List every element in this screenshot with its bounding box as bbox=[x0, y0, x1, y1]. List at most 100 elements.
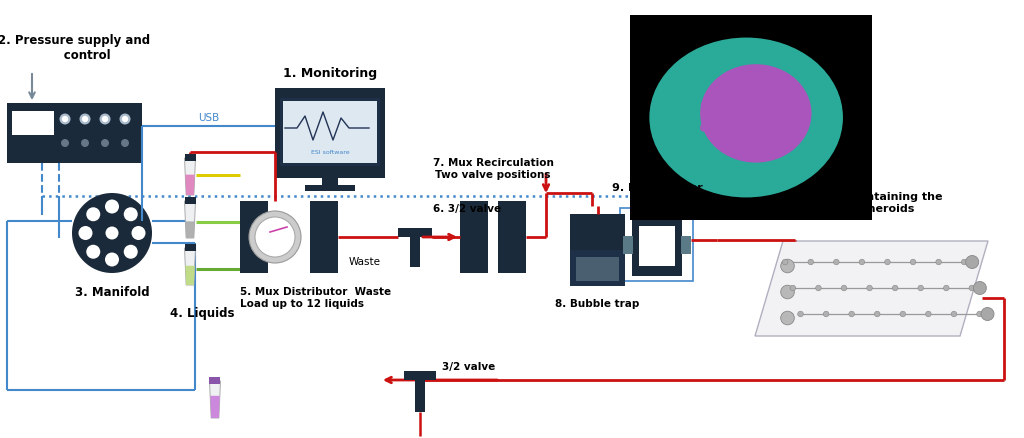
Circle shape bbox=[79, 226, 92, 240]
Polygon shape bbox=[184, 201, 196, 238]
Circle shape bbox=[756, 144, 761, 149]
Circle shape bbox=[121, 139, 129, 147]
Circle shape bbox=[758, 98, 768, 108]
Circle shape bbox=[769, 93, 772, 97]
Circle shape bbox=[720, 116, 725, 121]
Circle shape bbox=[936, 259, 941, 265]
Circle shape bbox=[745, 126, 755, 135]
Circle shape bbox=[744, 122, 750, 127]
Circle shape bbox=[758, 120, 762, 124]
Circle shape bbox=[710, 125, 716, 131]
Circle shape bbox=[798, 311, 803, 317]
Bar bbox=[460, 201, 488, 273]
Polygon shape bbox=[185, 175, 195, 195]
Bar bbox=[623, 236, 633, 254]
Circle shape bbox=[780, 109, 783, 113]
Circle shape bbox=[730, 87, 740, 97]
Circle shape bbox=[72, 193, 152, 273]
Circle shape bbox=[712, 135, 716, 138]
Circle shape bbox=[728, 133, 738, 143]
Circle shape bbox=[766, 114, 775, 123]
Circle shape bbox=[743, 82, 749, 86]
Circle shape bbox=[763, 145, 767, 149]
Circle shape bbox=[701, 101, 709, 109]
Bar bbox=[310, 201, 338, 273]
Circle shape bbox=[759, 122, 764, 128]
Circle shape bbox=[740, 102, 744, 106]
Bar bbox=[632, 216, 682, 276]
Circle shape bbox=[749, 119, 754, 124]
Circle shape bbox=[734, 124, 739, 128]
Circle shape bbox=[753, 115, 759, 121]
Circle shape bbox=[105, 252, 119, 266]
Circle shape bbox=[766, 113, 770, 117]
Circle shape bbox=[754, 136, 759, 141]
Circle shape bbox=[743, 126, 746, 129]
Bar bbox=[283, 101, 377, 163]
Circle shape bbox=[715, 99, 725, 110]
Circle shape bbox=[900, 311, 905, 317]
Circle shape bbox=[746, 79, 756, 88]
Circle shape bbox=[761, 135, 768, 141]
Circle shape bbox=[752, 136, 759, 143]
Circle shape bbox=[725, 148, 729, 152]
Circle shape bbox=[80, 113, 90, 124]
Circle shape bbox=[748, 143, 754, 150]
Circle shape bbox=[775, 96, 778, 99]
Circle shape bbox=[780, 311, 795, 325]
Text: 2. Pressure supply and
      control: 2. Pressure supply and control bbox=[0, 34, 151, 62]
Circle shape bbox=[766, 128, 770, 133]
Circle shape bbox=[120, 113, 130, 124]
Circle shape bbox=[718, 112, 728, 122]
Circle shape bbox=[841, 285, 847, 291]
Text: 5. Mux Distributor  Waste
Load up to 12 liquids: 5. Mux Distributor Waste Load up to 12 l… bbox=[240, 287, 391, 309]
Polygon shape bbox=[185, 221, 195, 238]
Circle shape bbox=[752, 133, 761, 142]
Ellipse shape bbox=[700, 64, 811, 162]
Circle shape bbox=[951, 311, 956, 317]
Circle shape bbox=[122, 116, 128, 122]
Circle shape bbox=[766, 109, 772, 116]
Circle shape bbox=[743, 106, 752, 114]
Circle shape bbox=[719, 103, 723, 107]
Circle shape bbox=[720, 132, 728, 140]
Circle shape bbox=[760, 134, 767, 141]
Circle shape bbox=[969, 285, 975, 291]
Circle shape bbox=[760, 103, 769, 113]
Circle shape bbox=[754, 112, 759, 117]
Circle shape bbox=[977, 311, 982, 317]
Circle shape bbox=[772, 138, 776, 142]
Circle shape bbox=[712, 109, 722, 118]
Circle shape bbox=[770, 119, 774, 123]
Circle shape bbox=[729, 81, 737, 88]
Circle shape bbox=[703, 97, 713, 106]
Circle shape bbox=[745, 119, 753, 127]
Circle shape bbox=[866, 285, 872, 291]
Circle shape bbox=[738, 96, 748, 105]
Circle shape bbox=[744, 103, 754, 113]
Circle shape bbox=[741, 122, 751, 131]
Bar bbox=[275, 88, 385, 178]
Circle shape bbox=[892, 285, 898, 291]
Circle shape bbox=[754, 131, 761, 138]
Circle shape bbox=[751, 127, 755, 132]
Circle shape bbox=[735, 116, 743, 124]
Circle shape bbox=[748, 131, 755, 138]
Circle shape bbox=[808, 259, 813, 265]
Circle shape bbox=[773, 113, 777, 117]
Circle shape bbox=[723, 119, 727, 124]
Circle shape bbox=[729, 93, 737, 102]
Circle shape bbox=[755, 94, 763, 102]
Circle shape bbox=[742, 127, 745, 130]
Bar bbox=[570, 214, 625, 250]
Circle shape bbox=[727, 107, 737, 117]
Circle shape bbox=[716, 128, 721, 133]
Circle shape bbox=[101, 116, 109, 122]
Bar bbox=[210, 377, 220, 384]
Circle shape bbox=[82, 116, 88, 122]
Circle shape bbox=[711, 102, 720, 111]
Bar bbox=[575, 257, 618, 281]
Circle shape bbox=[859, 259, 864, 265]
Circle shape bbox=[746, 133, 754, 140]
Bar bbox=[398, 228, 432, 237]
